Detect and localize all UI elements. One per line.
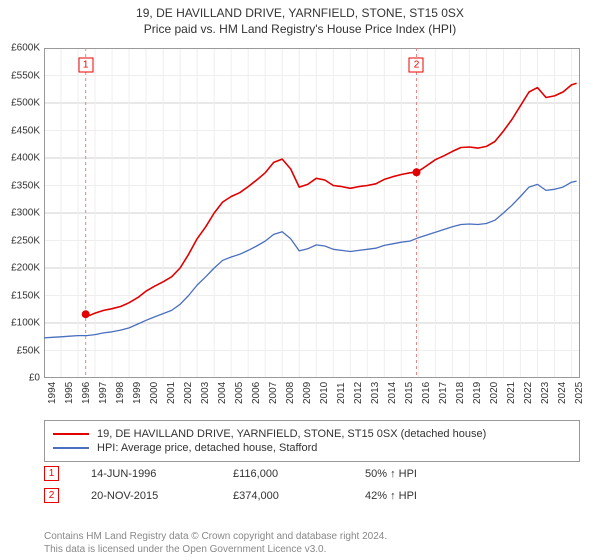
- legend-row: 19, DE HAVILLAND DRIVE, YARNFIELD, STONE…: [53, 428, 571, 440]
- legend-row: HPI: Average price, detached house, Staf…: [53, 442, 571, 454]
- sale-date: 20-NOV-2015: [91, 490, 201, 502]
- plot-area: £0£50K£100K£150K£200K£250K£300K£350K£400…: [44, 48, 580, 378]
- sale-delta: 50% ↑ HPI: [365, 468, 417, 480]
- x-tick-label: 1998: [115, 382, 126, 404]
- x-tick-label: 2020: [489, 382, 500, 404]
- x-tick-label: 2006: [251, 382, 262, 404]
- sale-delta: 42% ↑ HPI: [365, 490, 417, 502]
- legend-swatch: [53, 447, 89, 449]
- y-tick-label: £250K: [11, 235, 40, 246]
- legend-swatch: [53, 433, 89, 435]
- footer-line-2: This data is licensed under the Open Gov…: [44, 543, 580, 556]
- titles: 19, DE HAVILLAND DRIVE, YARNFIELD, STONE…: [0, 0, 600, 36]
- x-tick-label: 2019: [472, 382, 483, 404]
- x-tick-label: 2007: [268, 382, 279, 404]
- plot-svg: [44, 48, 580, 378]
- y-tick-label: £200K: [11, 263, 40, 274]
- y-tick-label: £400K: [11, 153, 40, 164]
- chart-container: 19, DE HAVILLAND DRIVE, YARNFIELD, STONE…: [0, 0, 600, 560]
- legend-label: 19, DE HAVILLAND DRIVE, YARNFIELD, STONE…: [97, 428, 486, 440]
- x-tick-label: 1995: [64, 382, 75, 404]
- y-tick-label: £350K: [11, 180, 40, 191]
- x-tick-label: 2012: [353, 382, 364, 404]
- y-tick-label: £300K: [11, 208, 40, 219]
- x-tick-label: 2025: [574, 382, 585, 404]
- footer-text: Contains HM Land Registry data © Crown c…: [44, 530, 580, 556]
- x-tick-label: 2014: [387, 382, 398, 404]
- y-tick-label: £550K: [11, 70, 40, 81]
- sale-badge: 2: [409, 57, 424, 72]
- title-line-1: 19, DE HAVILLAND DRIVE, YARNFIELD, STONE…: [0, 6, 600, 20]
- y-tick-label: £100K: [11, 318, 40, 329]
- x-tick-label: 2002: [183, 382, 194, 404]
- x-tick-label: 2005: [234, 382, 245, 404]
- x-tick-label: 2010: [319, 382, 330, 404]
- x-tick-label: 2009: [302, 382, 313, 404]
- x-tick-label: 1994: [47, 382, 58, 404]
- x-tick-label: 2000: [149, 382, 160, 404]
- x-tick-label: 2023: [540, 382, 551, 404]
- x-tick-label: 2008: [285, 382, 296, 404]
- x-tick-label: 2011: [336, 382, 347, 404]
- y-tick-label: £500K: [11, 98, 40, 109]
- sale-row: 1 14-JUN-1996 £116,000 50% ↑ HPI: [44, 466, 580, 481]
- sale-price: £116,000: [233, 468, 333, 480]
- x-tick-label: 1999: [132, 382, 143, 404]
- x-tick-label: 1997: [98, 382, 109, 404]
- x-tick-label: 2015: [404, 382, 415, 404]
- y-tick-label: £600K: [11, 43, 40, 54]
- x-tick-label: 2017: [438, 382, 449, 404]
- y-tick-label: £150K: [11, 290, 40, 301]
- y-tick-label: £0: [29, 373, 40, 384]
- sale-price: £374,000: [233, 490, 333, 502]
- y-tick-label: £450K: [11, 125, 40, 136]
- x-tick-label: 2013: [370, 382, 381, 404]
- x-tick-label: 2001: [166, 382, 177, 404]
- sale-number-icon: 2: [44, 488, 59, 503]
- sale-number-icon: 1: [44, 466, 59, 481]
- legend-box: 19, DE HAVILLAND DRIVE, YARNFIELD, STONE…: [44, 420, 580, 462]
- legend-label: HPI: Average price, detached house, Staf…: [97, 442, 317, 454]
- x-tick-label: 2016: [421, 382, 432, 404]
- x-tick-label: 2022: [523, 382, 534, 404]
- x-tick-label: 1996: [81, 382, 92, 404]
- x-tick-label: 2018: [455, 382, 466, 404]
- sale-row: 2 20-NOV-2015 £374,000 42% ↑ HPI: [44, 488, 580, 503]
- x-tick-label: 2004: [217, 382, 228, 404]
- x-tick-label: 2003: [200, 382, 211, 404]
- y-tick-label: £50K: [17, 345, 40, 356]
- footer-line-1: Contains HM Land Registry data © Crown c…: [44, 530, 580, 543]
- x-tick-label: 2021: [506, 382, 517, 404]
- sale-badge: 1: [78, 57, 93, 72]
- sale-date: 14-JUN-1996: [91, 468, 201, 480]
- title-line-2: Price paid vs. HM Land Registry's House …: [0, 22, 600, 36]
- x-tick-label: 2024: [557, 382, 568, 404]
